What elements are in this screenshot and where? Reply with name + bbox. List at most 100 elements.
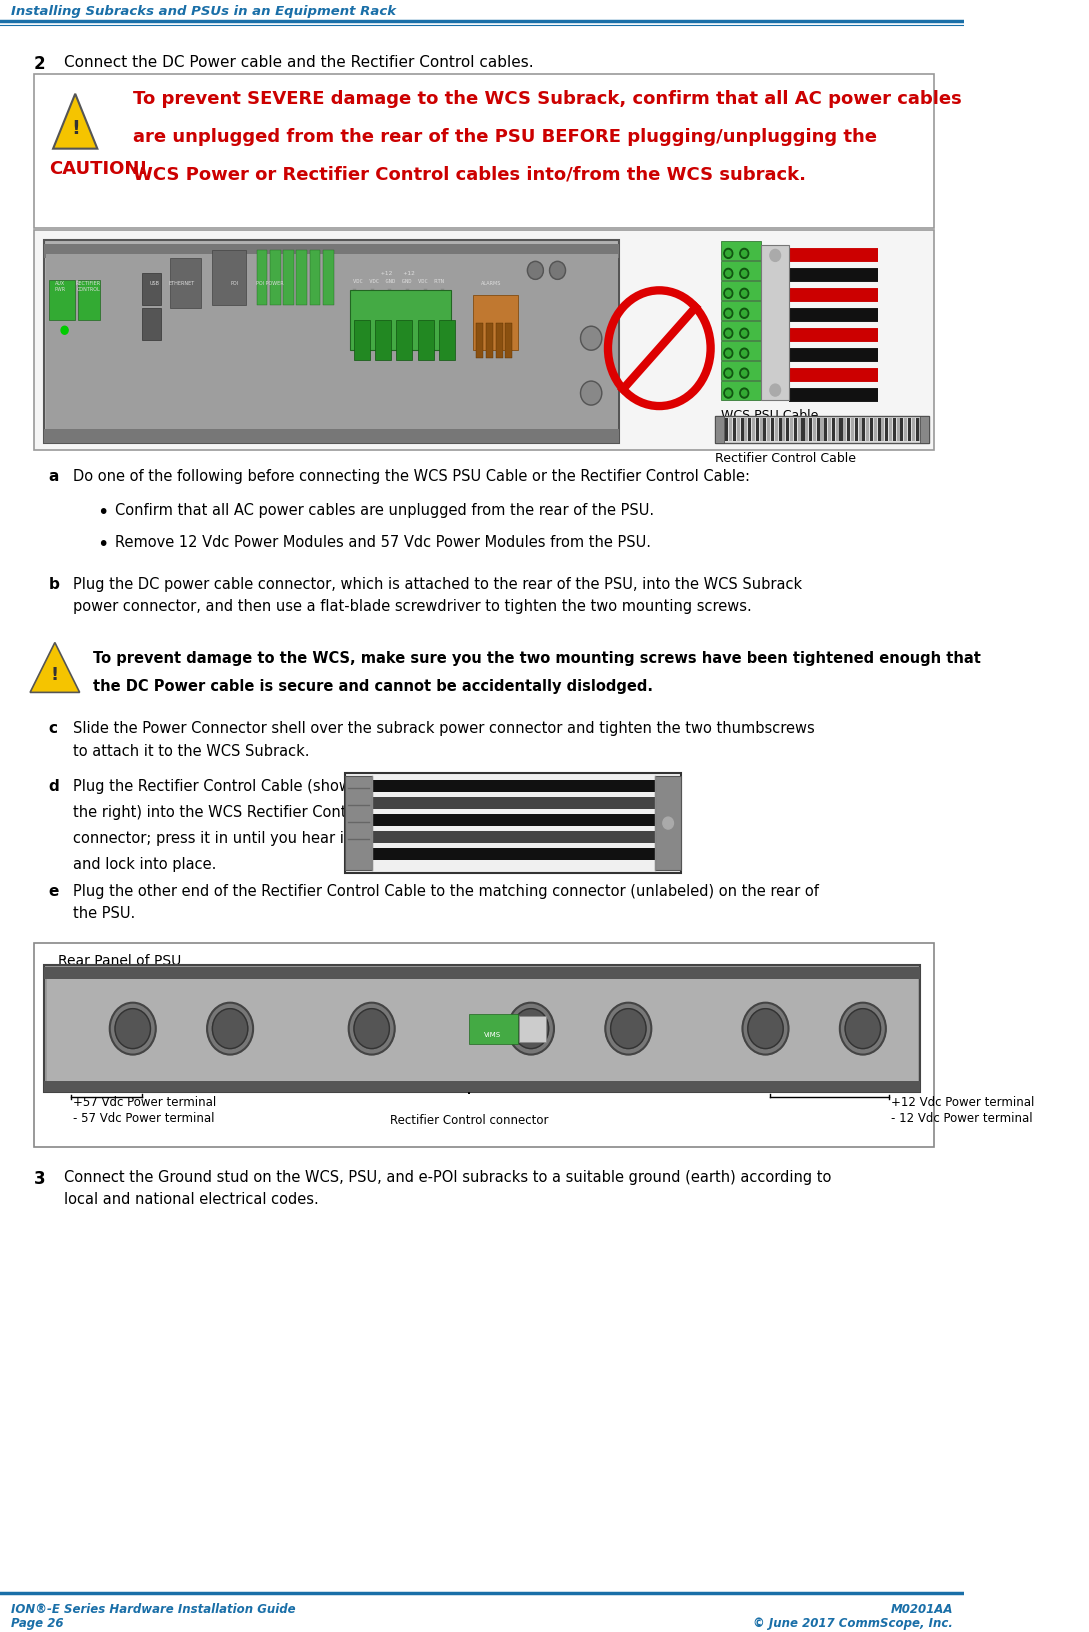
Text: !: ! <box>51 666 59 684</box>
FancyBboxPatch shape <box>78 281 100 322</box>
FancyBboxPatch shape <box>923 419 927 442</box>
FancyBboxPatch shape <box>893 419 896 442</box>
Text: Rectifier Control Cable: Rectifier Control Cable <box>715 452 856 465</box>
Circle shape <box>115 1009 150 1049</box>
Circle shape <box>724 330 733 339</box>
Circle shape <box>739 308 748 320</box>
FancyBboxPatch shape <box>371 814 654 826</box>
Text: Installing Subracks and PSUs in an Equipment Rack: Installing Subracks and PSUs in an Equip… <box>11 5 395 18</box>
FancyBboxPatch shape <box>350 290 451 351</box>
Circle shape <box>742 351 747 357</box>
FancyBboxPatch shape <box>718 419 721 442</box>
Circle shape <box>580 326 602 351</box>
Text: Plug the DC power cable connector, which is attached to the rear of the PSU, int: Plug the DC power cable connector, which… <box>73 576 802 614</box>
Circle shape <box>61 326 69 335</box>
Circle shape <box>725 370 731 377</box>
Circle shape <box>207 1004 253 1054</box>
FancyBboxPatch shape <box>774 419 778 442</box>
FancyBboxPatch shape <box>812 419 816 442</box>
FancyBboxPatch shape <box>797 419 800 442</box>
Circle shape <box>725 312 731 317</box>
Circle shape <box>845 1009 881 1049</box>
FancyBboxPatch shape <box>896 419 900 442</box>
FancyBboxPatch shape <box>439 322 455 361</box>
Circle shape <box>742 251 747 258</box>
FancyBboxPatch shape <box>840 419 843 442</box>
Circle shape <box>743 1004 788 1054</box>
FancyBboxPatch shape <box>474 295 517 351</box>
Circle shape <box>724 250 733 259</box>
FancyBboxPatch shape <box>745 419 747 442</box>
Circle shape <box>742 290 747 297</box>
Text: 2: 2 <box>34 55 46 73</box>
FancyBboxPatch shape <box>495 325 503 359</box>
Text: d: d <box>49 778 60 793</box>
Circle shape <box>724 269 733 279</box>
FancyBboxPatch shape <box>476 325 484 359</box>
Text: !: ! <box>71 119 79 139</box>
Circle shape <box>742 390 747 397</box>
FancyBboxPatch shape <box>505 325 513 359</box>
FancyBboxPatch shape <box>469 1013 517 1044</box>
FancyBboxPatch shape <box>786 419 790 442</box>
FancyBboxPatch shape <box>730 419 732 442</box>
FancyBboxPatch shape <box>881 419 884 442</box>
Circle shape <box>605 1004 651 1054</box>
FancyBboxPatch shape <box>376 322 391 361</box>
Circle shape <box>580 382 602 406</box>
Text: VIMS: VIMS <box>485 1031 502 1036</box>
FancyBboxPatch shape <box>170 259 200 308</box>
FancyBboxPatch shape <box>870 419 873 442</box>
FancyBboxPatch shape <box>828 419 831 442</box>
FancyBboxPatch shape <box>354 322 370 361</box>
FancyBboxPatch shape <box>45 429 620 444</box>
FancyBboxPatch shape <box>820 419 823 442</box>
Circle shape <box>770 385 781 397</box>
FancyBboxPatch shape <box>715 416 929 444</box>
FancyBboxPatch shape <box>721 322 761 341</box>
FancyBboxPatch shape <box>885 419 889 442</box>
FancyBboxPatch shape <box>771 419 774 442</box>
Circle shape <box>348 1004 394 1054</box>
FancyBboxPatch shape <box>519 1017 546 1041</box>
FancyBboxPatch shape <box>835 419 839 442</box>
Circle shape <box>742 271 747 277</box>
Text: - 12 Vdc Power terminal: - 12 Vdc Power terminal <box>891 1111 1032 1124</box>
FancyBboxPatch shape <box>283 251 294 307</box>
Circle shape <box>724 308 733 320</box>
FancyBboxPatch shape <box>790 419 793 442</box>
Text: the DC Power cable is secure and cannot be accidentally dislodged.: the DC Power cable is secure and cannot … <box>93 679 653 694</box>
Circle shape <box>507 1004 554 1054</box>
FancyBboxPatch shape <box>371 780 654 793</box>
FancyBboxPatch shape <box>34 75 933 230</box>
Polygon shape <box>30 643 79 694</box>
Circle shape <box>742 370 747 377</box>
FancyBboxPatch shape <box>851 419 854 442</box>
FancyBboxPatch shape <box>901 419 904 442</box>
FancyBboxPatch shape <box>751 419 755 442</box>
FancyBboxPatch shape <box>920 416 929 444</box>
Text: Connect the DC Power cable and the Rectifier Control cables.: Connect the DC Power cable and the Recti… <box>64 55 534 70</box>
FancyBboxPatch shape <box>817 419 820 442</box>
Text: Page 26: Page 26 <box>11 1616 63 1629</box>
Text: POI POWER: POI POWER <box>256 281 284 286</box>
FancyBboxPatch shape <box>847 419 851 442</box>
Text: Rear Panel of PSU: Rear Panel of PSU <box>58 953 181 968</box>
FancyBboxPatch shape <box>858 419 861 442</box>
Circle shape <box>739 388 748 398</box>
Text: Plug the Rectifier Control Cable (shown to: Plug the Rectifier Control Cable (shown … <box>73 778 379 793</box>
Circle shape <box>739 289 748 299</box>
FancyBboxPatch shape <box>371 849 654 860</box>
Text: - 57 Vdc Power terminal: - 57 Vdc Power terminal <box>73 1111 215 1124</box>
Circle shape <box>739 349 748 359</box>
Text: © June 2017 CommScope, Inc.: © June 2017 CommScope, Inc. <box>754 1616 953 1629</box>
Circle shape <box>611 1009 646 1049</box>
Circle shape <box>742 312 747 317</box>
Text: POI: POI <box>231 281 238 286</box>
Text: ALARMS: ALARMS <box>481 281 501 286</box>
Text: RECTIFIER
CONTROL: RECTIFIER CONTROL <box>76 281 101 292</box>
FancyBboxPatch shape <box>721 282 761 302</box>
Circle shape <box>725 331 731 338</box>
Text: and lock into place.: and lock into place. <box>73 857 216 871</box>
Circle shape <box>212 1009 248 1049</box>
